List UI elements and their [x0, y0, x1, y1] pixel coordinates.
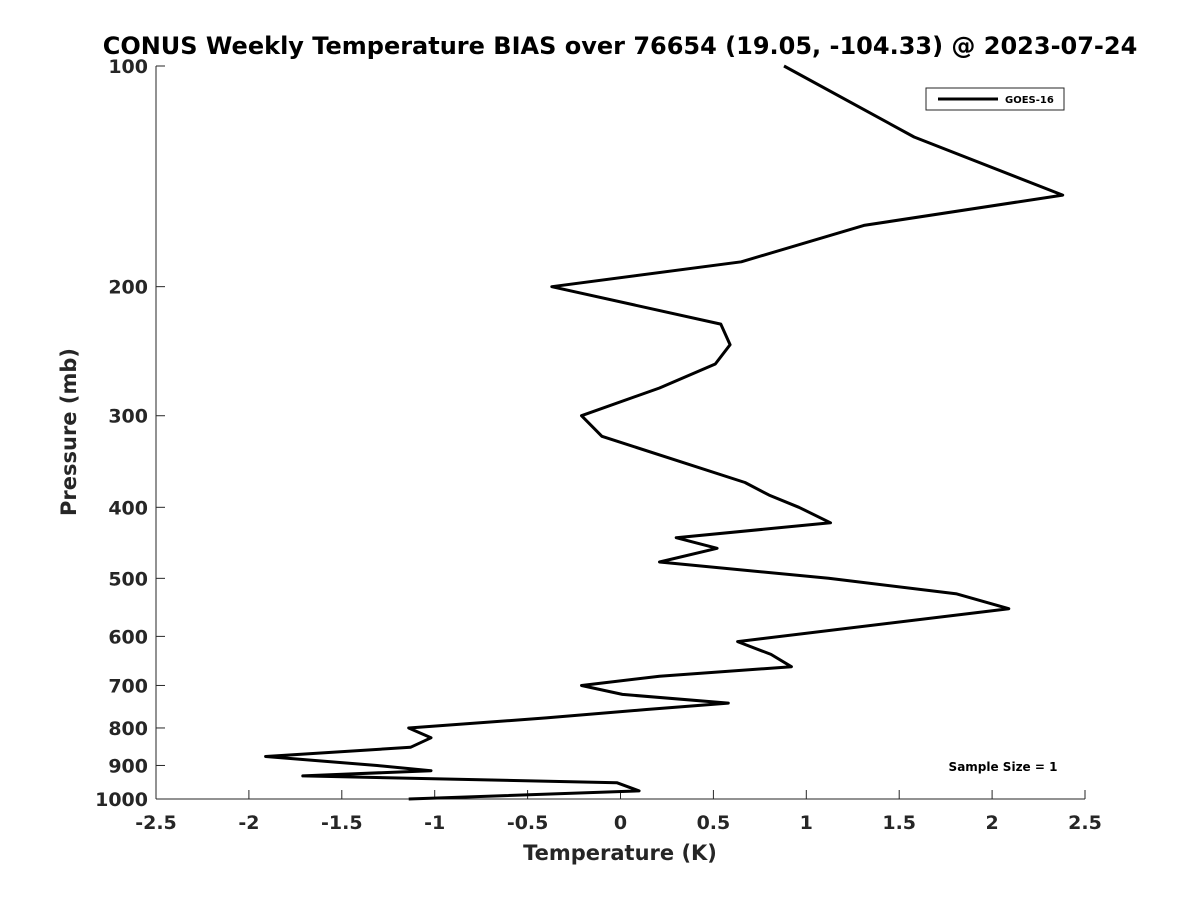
y-tick-label: 900 — [108, 755, 148, 777]
x-tick-label: 0 — [614, 812, 627, 834]
y-tick-label: 600 — [108, 626, 148, 648]
x-tick-label: 2 — [985, 812, 998, 834]
x-tick-label: 1 — [800, 812, 813, 834]
y-tick-label: 300 — [108, 406, 148, 428]
y-tick-label: 400 — [108, 497, 148, 519]
x-tick-label: 2.5 — [1068, 812, 1102, 834]
y-axis-label: Pressure (mb) — [57, 348, 81, 516]
series-layer — [264, 64, 1065, 801]
x-ticks: -2.5 -2 -1.5 -1 -0.5 0 0.5 1 1.5 2 2.5 — [135, 790, 1102, 834]
x-tick-label: -1 — [424, 812, 445, 834]
legend: GOES-16 — [925, 87, 1065, 111]
x-tick-label: -2 — [238, 812, 259, 834]
x-tick-label: -0.5 — [507, 812, 549, 834]
series-line-goes-16 — [264, 64, 1065, 801]
chart-title: CONUS Weekly Temperature BIAS over 76654… — [103, 32, 1138, 60]
y-tick-label: 1000 — [95, 789, 148, 811]
y-tick-label: 100 — [108, 56, 148, 78]
x-tick-label: 1.5 — [882, 812, 916, 834]
y-tick-label: 800 — [108, 718, 148, 740]
legend-label: GOES-16 — [1005, 95, 1054, 106]
y-tick-label: 700 — [108, 675, 148, 697]
y-ticks: 100 200 300 400 500 600 700 800 900 1000 — [95, 56, 165, 811]
x-axis-label: Temperature (K) — [523, 841, 717, 865]
x-tick-label: -1.5 — [321, 812, 363, 834]
sample-size-annotation: Sample Size = 1 — [949, 760, 1058, 774]
axes — [155, 66, 1085, 800]
x-tick-label: -2.5 — [135, 812, 177, 834]
x-tick-label: 0.5 — [697, 812, 731, 834]
plot-frame — [156, 66, 1085, 799]
plot-area — [156, 66, 1085, 799]
y-tick-label: 500 — [108, 568, 148, 590]
y-tick-label: 200 — [108, 277, 148, 299]
